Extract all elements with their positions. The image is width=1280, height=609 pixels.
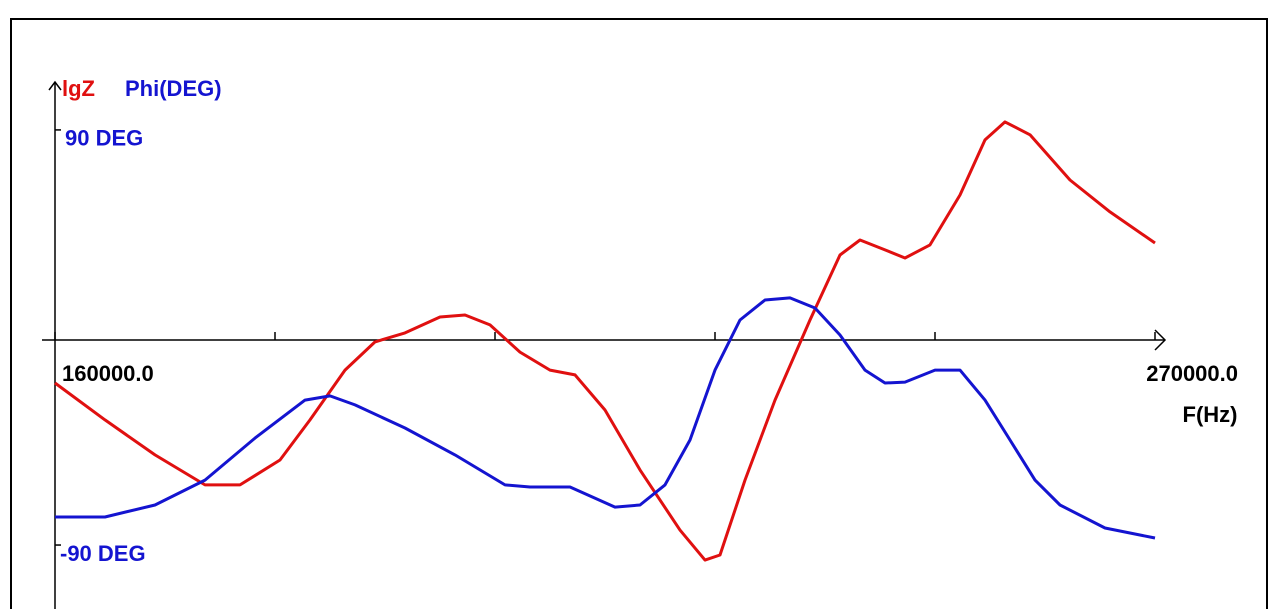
- legend-phi: Phi(DEG): [125, 76, 222, 101]
- y-tick-label: 90 DEG: [65, 126, 143, 151]
- x-tick-label: 160000.0: [62, 361, 154, 386]
- x-tick-label: 270000.0: [1146, 361, 1238, 386]
- x-axis-label: F(Hz): [1183, 402, 1238, 427]
- series-line: [55, 296, 1156, 540]
- series-line: [54, 120, 1156, 562]
- y-axis-arrow: [48, 80, 62, 91]
- frame: [10, 18, 1268, 609]
- legend-lgz: lgZ: [62, 76, 95, 101]
- y-tick-label: -90 DEG: [60, 541, 146, 566]
